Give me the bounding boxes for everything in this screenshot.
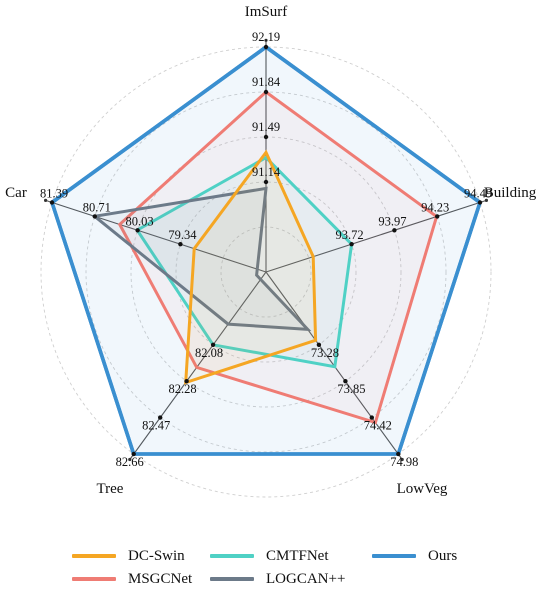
legend-item-logcan: LOGCAN++ bbox=[210, 568, 345, 590]
axis-name-lowveg: LowVeg bbox=[397, 481, 448, 497]
legend-label-logcan: LOGCAN++ bbox=[266, 570, 346, 587]
tick-label-imsurf-1: 91.14 bbox=[252, 165, 281, 179]
axis-name-imsurf: ImSurf bbox=[245, 4, 288, 20]
tick-marker-imsurf-4 bbox=[263, 44, 269, 50]
tick-marker-imsurf-2 bbox=[263, 134, 269, 140]
tick-marker-building-2 bbox=[392, 228, 397, 233]
legend-swatch-dc-swin bbox=[72, 554, 116, 558]
tick-label-car-2: 80.03 bbox=[126, 214, 154, 228]
tick-label-tree-2: 82.28 bbox=[169, 382, 197, 396]
legend-item-msgcnet: MSGCNet bbox=[72, 568, 192, 590]
tick-marker-car-1 bbox=[178, 242, 183, 247]
tick-label-imsurf-2: 91.49 bbox=[252, 120, 280, 134]
tick-label-imsurf-3: 91.84 bbox=[252, 75, 281, 89]
legend-label-cmtfnet: CMTFNet bbox=[266, 547, 329, 564]
series-logcan bbox=[91, 186, 312, 332]
spoke-end-car bbox=[44, 198, 48, 202]
legend-item-ours: Ours bbox=[372, 545, 457, 567]
tick-marker-tree-2 bbox=[184, 379, 189, 384]
tick-label-building-3: 94.23 bbox=[421, 200, 449, 214]
grid-circle-5 bbox=[40, 46, 492, 498]
tick-label-tree-4: 82.66 bbox=[116, 455, 144, 469]
tick-label-building-4: 94.49 bbox=[464, 187, 492, 201]
legend-item-cmtfnet: CMTFNet bbox=[210, 545, 329, 567]
series-msgcnet bbox=[117, 90, 439, 425]
tick-marker-lowveg-3 bbox=[369, 415, 374, 420]
legend: DC-Swin CMTFNet Ours MSGCNet LOGCAN++ bbox=[0, 540, 550, 590]
spoke-tree bbox=[129, 271, 267, 460]
tick-label-lowveg-1: 73.28 bbox=[311, 346, 339, 360]
tick-marker-building-1 bbox=[349, 242, 354, 247]
tick-marker-car-4 bbox=[49, 200, 55, 205]
tick-label-car-3: 80.71 bbox=[83, 200, 111, 214]
tick-marker-tree-1 bbox=[210, 342, 216, 347]
legend-item-dc-swin: DC-Swin bbox=[72, 545, 185, 567]
tick-marker-car-2 bbox=[135, 228, 140, 233]
axis-name-tree: Tree bbox=[97, 481, 124, 497]
grid-circle-2 bbox=[175, 181, 357, 363]
tick-layer: 91.14 91.49 91.84 92.19 93.72 93.97 94.23 94.49… bbox=[40, 30, 492, 469]
spoke-building bbox=[265, 199, 487, 273]
tick-marker-building-4 bbox=[477, 200, 483, 205]
tick-label-tree-1: 82.08 bbox=[195, 346, 223, 360]
tick-marker-imsurf-3 bbox=[263, 89, 269, 95]
tick-label-imsurf-4: 92.19 bbox=[252, 30, 280, 44]
tick-label-lowveg-4: 74.98 bbox=[390, 455, 418, 469]
tick-label-lowveg-2: 73.85 bbox=[337, 382, 365, 396]
legend-label-msgcnet: MSGCNet bbox=[128, 570, 193, 587]
tick-marker-tree-3 bbox=[158, 415, 163, 420]
spoke-end-building bbox=[484, 198, 488, 202]
legend-label-dc-swin: DC-Swin bbox=[128, 547, 185, 564]
spoke-car bbox=[45, 199, 267, 273]
axis-name-building: Building bbox=[484, 185, 537, 201]
grid-circle-3 bbox=[130, 136, 402, 408]
spoke-end-imsurf bbox=[264, 38, 268, 42]
axis-name-car: Car bbox=[5, 185, 27, 201]
series-ours-outline bbox=[49, 44, 483, 456]
tick-label-building-1: 93.72 bbox=[336, 228, 364, 242]
tick-marker-lowveg-2 bbox=[343, 379, 348, 384]
tick-marker-car-3 bbox=[92, 214, 98, 219]
tick-label-tree-3: 82.47 bbox=[142, 419, 170, 433]
series-dc-swin bbox=[184, 149, 318, 385]
axis-names: ImSurf Building LowVeg Tree Car bbox=[5, 4, 537, 497]
spoke-end-lowveg bbox=[400, 457, 404, 462]
spoke-end-tree bbox=[128, 457, 132, 462]
tick-marker-building-3 bbox=[435, 214, 440, 219]
tick-label-building-2: 93.97 bbox=[378, 214, 406, 228]
tick-marker-lowveg-4 bbox=[396, 451, 401, 457]
tick-label-car-1: 79.34 bbox=[168, 228, 197, 242]
tick-label-lowveg-3: 74.42 bbox=[364, 419, 392, 433]
legend-swatch-msgcnet bbox=[72, 577, 116, 581]
tick-marker-imsurf-1 bbox=[263, 179, 269, 185]
legend-swatch-cmtfnet bbox=[210, 554, 254, 558]
legend-label-ours: Ours bbox=[428, 547, 458, 564]
tick-marker-tree-4 bbox=[131, 451, 136, 457]
series-layer bbox=[49, 44, 483, 456]
legend-swatch-logcan bbox=[210, 577, 254, 581]
series-cmtfnet bbox=[135, 155, 354, 369]
legend-swatch-ours bbox=[372, 554, 416, 558]
tick-label-car-4: 81.39 bbox=[40, 187, 68, 201]
tick-marker-lowveg-1 bbox=[316, 342, 322, 347]
radar-chart: 91.14 91.49 91.84 92.19 93.72 93.97 94.23 94.49… bbox=[5, 4, 537, 498]
